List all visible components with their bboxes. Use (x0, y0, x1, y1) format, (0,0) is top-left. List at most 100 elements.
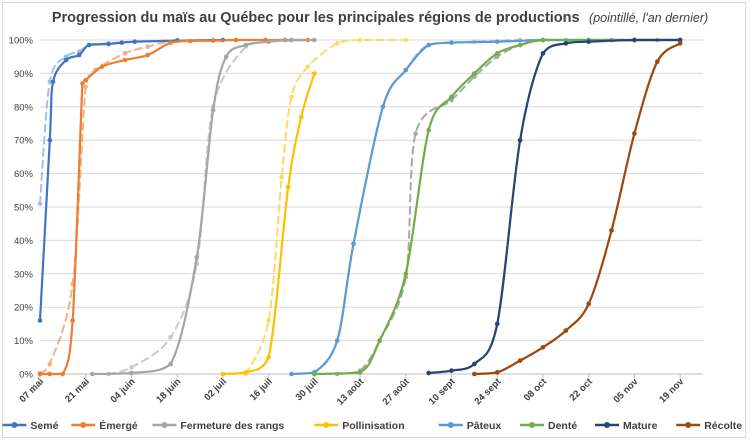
data-point (586, 39, 591, 44)
data-point (122, 51, 128, 56)
data-point (494, 321, 500, 327)
data-point (243, 42, 249, 48)
data-point (223, 54, 229, 59)
data-point (266, 355, 271, 360)
x-tick-label: 05 nov (611, 376, 641, 406)
data-point (86, 42, 92, 48)
data-point (210, 107, 216, 113)
x-tick-label: 10 sept (427, 376, 459, 408)
data-point (289, 371, 294, 377)
data-point (654, 59, 660, 65)
series-line (244, 39, 407, 375)
legend-swatch-marker (80, 422, 87, 428)
legend-swatch-marker (685, 422, 692, 428)
data-point (563, 41, 569, 46)
data-point (233, 37, 239, 43)
legend-swatch-marker (323, 422, 330, 428)
data-point (145, 52, 151, 58)
data-point (540, 37, 546, 43)
x-tick-label: 08 oct (522, 376, 550, 404)
data-point (540, 344, 546, 350)
series-mature (426, 37, 683, 376)
series-recolte-last-year (472, 41, 683, 377)
series-emerge (37, 37, 311, 377)
chart-frame (2, 2, 746, 438)
data-point (80, 81, 85, 86)
x-tick-label: 07 mai (17, 376, 46, 405)
data-point (351, 241, 356, 247)
legend-item: Semé (2, 420, 59, 432)
legend-item: Récolte (676, 420, 742, 432)
data-point (99, 64, 105, 70)
data-point (129, 370, 134, 376)
data-point (47, 371, 53, 377)
data-point (540, 51, 546, 56)
series-line (473, 42, 682, 376)
series-line (39, 39, 267, 375)
data-point (168, 40, 173, 45)
data-point (517, 137, 523, 143)
data-point (37, 201, 43, 206)
y-tick-label: 80% (14, 102, 34, 113)
legend-item: Pollinisation (314, 420, 405, 432)
y-tick-label: 50% (14, 203, 34, 214)
data-point (472, 361, 477, 367)
x-tick-label: 02 juil (202, 376, 229, 403)
series-layer (37, 37, 683, 377)
legend-label: Pâteux (467, 420, 502, 432)
data-point (449, 40, 454, 45)
data-point (298, 114, 304, 120)
legend-item: Émergé (71, 419, 138, 432)
data-point (289, 37, 294, 43)
data-point (677, 37, 683, 43)
data-point (494, 54, 500, 59)
data-point (472, 71, 477, 76)
x-tick-label: 04 juin (109, 376, 138, 405)
data-point (37, 318, 43, 323)
legend-label: Émergé (99, 419, 138, 432)
series-fermeture-des-rangs (89, 37, 317, 377)
x-tick-label: 22 oct (568, 376, 596, 404)
legend-swatch-marker (11, 422, 18, 428)
series-mature-last-year (426, 37, 683, 376)
x-tick-label: 24 sept (472, 376, 504, 408)
data-point (168, 361, 173, 367)
legend-swatch-marker (447, 422, 454, 428)
data-point (187, 38, 193, 44)
y-tick-label: 0% (19, 370, 33, 381)
series-line (427, 38, 682, 375)
data-point (47, 361, 53, 367)
data-point (517, 42, 523, 48)
y-tick-label: 100% (9, 36, 34, 47)
data-point (106, 41, 111, 47)
data-point (632, 131, 637, 136)
y-tick-label: 40% (14, 236, 34, 247)
legend-label: Pollinisation (342, 420, 404, 432)
data-point (403, 67, 409, 73)
data-point (129, 365, 134, 370)
legend-item: Fermeture des rangs (152, 420, 284, 432)
data-point (266, 318, 271, 323)
y-tick-label: 20% (14, 303, 34, 314)
data-point (47, 137, 53, 143)
data-point (285, 184, 291, 190)
data-point (168, 334, 173, 340)
data-point (472, 371, 477, 377)
data-point (243, 370, 249, 375)
legend-label: Récolte (704, 420, 742, 432)
data-point (413, 131, 418, 136)
data-point (449, 368, 454, 373)
data-point (122, 57, 128, 63)
chart-subtitle: (pointillé, l'an dernier) (589, 11, 708, 25)
x-tick-label: 27 août (381, 376, 413, 408)
data-point (426, 42, 431, 48)
data-point (426, 370, 431, 376)
series-seme (37, 37, 226, 323)
y-tick-label: 90% (14, 69, 34, 80)
y-tick-label: 60% (14, 169, 34, 180)
data-point (586, 301, 591, 307)
data-point (145, 44, 151, 49)
x-tick-label: 30 juil (294, 376, 321, 403)
x-tick-label: 18 juin (154, 376, 183, 405)
data-point (70, 318, 75, 323)
